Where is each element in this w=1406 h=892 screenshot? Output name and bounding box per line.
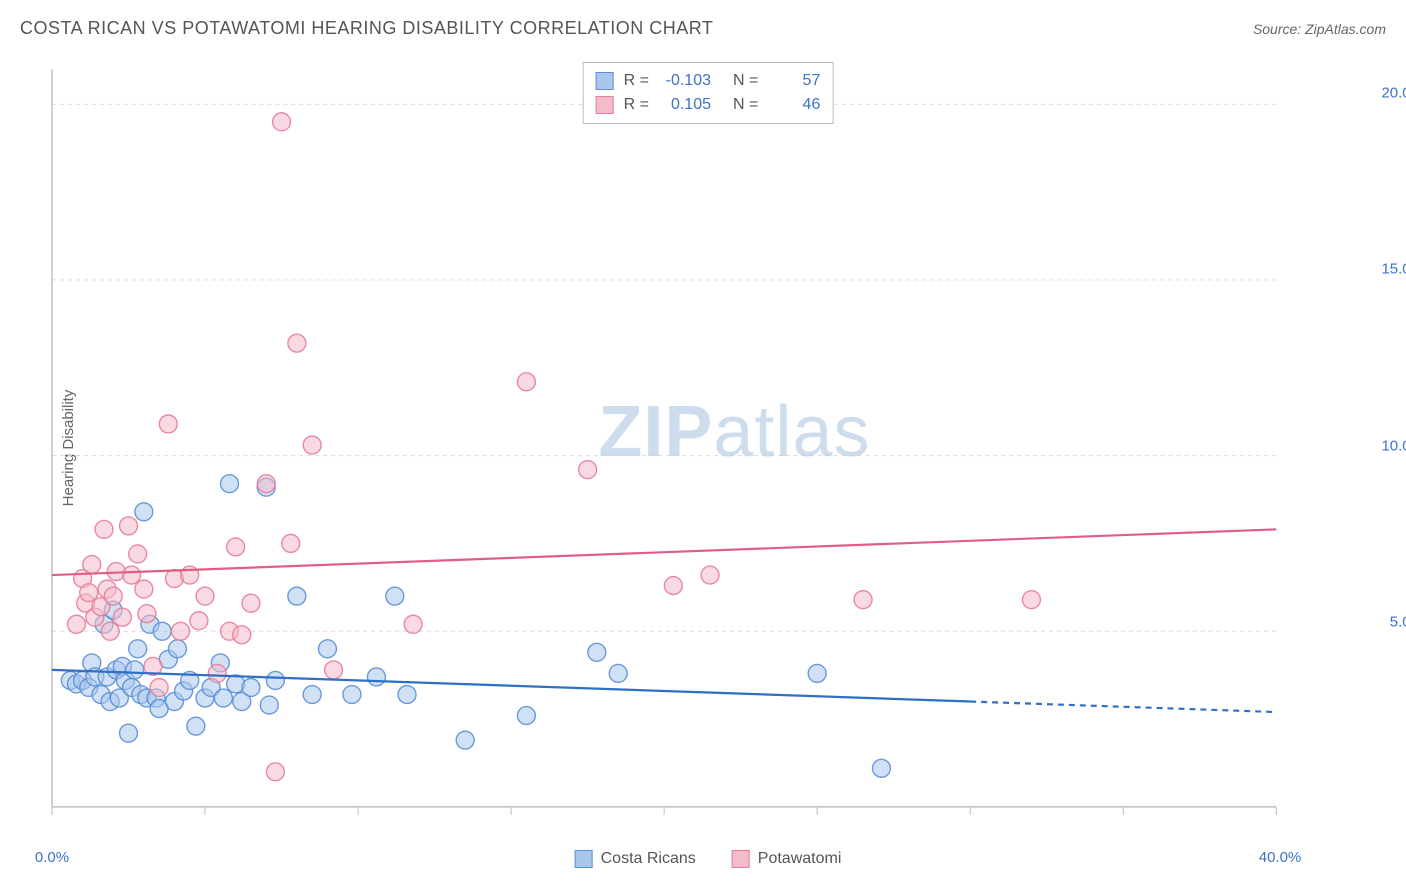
r-value: 0.105 [659, 93, 711, 117]
legend-swatch [732, 850, 750, 868]
series-legend: Costa Ricans Potawatomi [575, 850, 842, 868]
legend-item: Potawatomi [732, 850, 842, 868]
n-value: 46 [768, 93, 820, 117]
legend-swatch [575, 850, 593, 868]
x-tick-label: 40.0% [1259, 849, 1302, 866]
y-tick-label: 5.0% [1390, 613, 1406, 630]
y-tick-label: 20.0% [1381, 85, 1406, 102]
legend-swatch [596, 96, 614, 114]
plot-area: Hearing Disability ZIPatlas R =-0.103N =… [48, 58, 1368, 838]
r-value: -0.103 [659, 69, 711, 93]
y-tick-label: 15.0% [1381, 261, 1406, 278]
n-value: 57 [768, 69, 820, 93]
stats-legend-row: R = -0.103 N = 57 [596, 69, 821, 93]
source-link[interactable]: ZipAtlas.com [1305, 21, 1386, 37]
source-attribution: Source: ZipAtlas.com [1253, 21, 1386, 37]
r-label: R = [624, 69, 649, 93]
stats-legend-row: R = 0.105 N = 46 [596, 93, 821, 117]
legend-label: Potawatomi [758, 850, 842, 868]
x-tick-label: 0.0% [35, 849, 69, 866]
legend-item: Costa Ricans [575, 850, 696, 868]
r-label: R = [624, 93, 649, 117]
legend-label: Costa Ricans [601, 850, 696, 868]
stats-legend: R = -0.103 N = 57 R = 0.105 N = 46 [583, 62, 834, 124]
y-tick-label: 10.0% [1381, 437, 1406, 454]
legend-swatch [596, 72, 614, 90]
n-label: N = [733, 69, 758, 93]
chart-title: COSTA RICAN VS POTAWATOMI HEARING DISABI… [20, 18, 713, 39]
n-label: N = [733, 93, 758, 117]
scatter-chart [48, 58, 1368, 838]
source-label: Source: [1253, 21, 1301, 37]
